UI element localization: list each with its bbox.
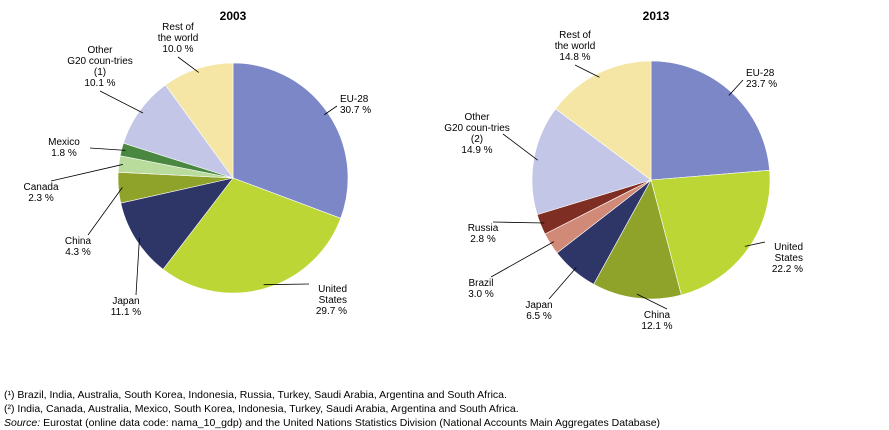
footnotes: (¹) Brazil, India, Australia, South Kore… [4, 388, 660, 430]
slice-label-china: China 12.1 % [641, 310, 672, 332]
slice-label-japan: Japan 11.1 % [111, 296, 141, 318]
pie-slice-united [650, 169, 771, 296]
leader-line-china [87, 187, 123, 236]
source-label: Source: [4, 417, 41, 429]
leader-line-united [744, 241, 766, 247]
slice-label-other: Other G20 coun-tries (2) 14.9 % [444, 112, 510, 156]
leader-line-rest-of [177, 56, 199, 73]
pie-charts: 2003 EU-28 30.7 % United States 29.7 % Japan 11… [23, 9, 803, 332]
pie-chart-2003: 2003 EU-28 30.7 % United States 29.7 % Japan 11… [23, 9, 371, 318]
leader-line-canada [50, 164, 123, 182]
source-text: Eurostat (online data code: nama_10_gdp)… [43, 417, 661, 429]
leader-line-china [636, 293, 668, 310]
pie-slice-china [593, 179, 682, 300]
slice-label-rest-of: Rest of the world 10.0 % [158, 22, 199, 55]
source-line: Source: Eurostat (online data code: nama… [4, 416, 660, 430]
leader-line-brazil [490, 241, 555, 278]
leader-line-japan [135, 237, 140, 296]
leader-line-united [263, 283, 310, 286]
slice-label-china: China 4.3 % [65, 236, 92, 258]
slice-label-united: United States 29.7 % [316, 284, 347, 317]
slice-label-brazil: Brazil 3.0 % [468, 278, 494, 300]
footnote-1: (¹) Brazil, India, Australia, South Kore… [4, 389, 507, 401]
chart-title: 2013 [643, 9, 670, 23]
leader-line-other [99, 90, 144, 114]
slice-label-rest-of: Rest of the world 14.8 % [555, 30, 596, 63]
pie-slice-japan [120, 177, 234, 270]
slice-label-eu-28: EU-28 23.7 % [746, 68, 777, 90]
pie-slice-other [123, 84, 234, 179]
slice-label-other: Other G20 coun-tries (1) 10.1 % [67, 45, 133, 89]
pie-slice-united [162, 177, 342, 294]
slice-label-eu-28: EU-28 30.7 % [340, 94, 371, 116]
chart-title: 2003 [220, 9, 247, 23]
leader-line-mexico [89, 147, 126, 151]
leader-line-other [502, 133, 538, 161]
pie-slice-rest-of [164, 62, 234, 179]
leader-line-russia [492, 221, 545, 224]
slice-label-united: United States 22.2 % [772, 242, 803, 275]
leader-line-eu-28 [323, 105, 338, 116]
slice-label-canada: Canada 2.3 % [23, 182, 58, 204]
slice-label-japan: Japan 6.5 % [525, 300, 552, 322]
slice-label-mexico: Mexico 1.8 % [48, 137, 80, 159]
footnote-2: (²) India, Canada, Australia, Mexico, So… [4, 403, 519, 415]
slice-label-russia: Russia 2.8 % [468, 223, 499, 245]
pie-slice-other [531, 108, 652, 216]
leader-line-rest-of [574, 64, 600, 78]
pie-slice-rest-of [555, 60, 652, 181]
leader-line-japan [548, 267, 577, 300]
pie-chart-2013: 2013 EU-28 23.7 % United States 22.2 % China 12… [444, 9, 803, 332]
leader-line-eu-28 [728, 79, 744, 96]
